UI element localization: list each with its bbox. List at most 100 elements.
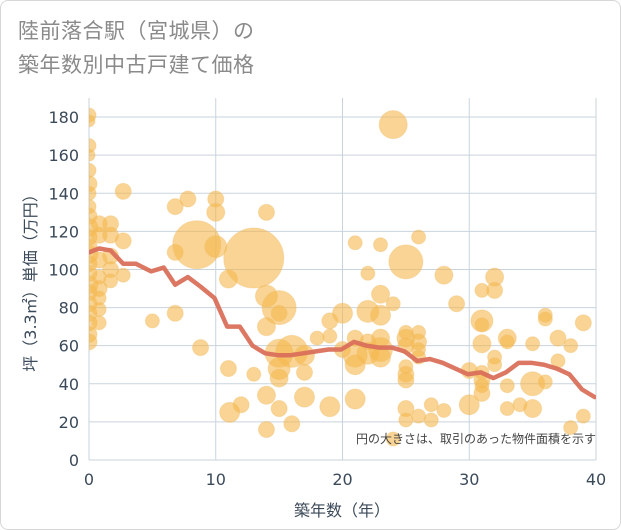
bubble-point [487,357,503,373]
bubble-point [103,273,119,289]
chart-title-line-2: 築年数別中古戸建て価格 [18,53,255,77]
bubble-point [89,162,97,178]
bubble-point [115,267,131,283]
y-tick-label: 20 [59,413,79,432]
y-axis-ticks: 0 20 40 60 80 100 120 140 160 180 [48,108,79,470]
bubble-point [219,360,237,378]
bubble-point [309,330,325,346]
y-tick-label: 160 [48,146,79,165]
bubble-point [371,284,391,304]
bubble-point [499,401,515,417]
bubble-point [89,148,96,162]
x-tick-label: 30 [459,470,479,489]
bubble-point [114,182,132,200]
bubble-point [574,314,592,332]
bubble-point [322,328,338,344]
bubble-point [283,415,301,433]
bubble-point [295,363,313,381]
chart-title: 陸前落合駅（宮城県）の 築年数別中古戸建て価格 [18,14,255,82]
bubble-point [246,366,262,382]
bubble-point [370,346,392,368]
y-axis-title: 坪（3.3㎡）単価（万円） [21,186,40,371]
bubble-point [499,334,515,350]
x-tick-label: 0 [84,470,94,489]
bubble-point [360,265,376,281]
bubble-point [332,302,353,324]
bubble-point [270,400,288,418]
bubble-point [537,374,553,390]
bubble-point [166,198,184,216]
y-tick-label: 120 [48,222,79,241]
bubble-point [411,229,427,245]
bubble-point [388,244,424,280]
y-tick-label: 0 [69,451,79,470]
y-tick-label: 100 [48,260,79,279]
bubble-point [397,371,415,389]
bubble-point [89,333,98,351]
bubble-point [89,185,97,201]
bubble-point [398,412,414,428]
bubble-point [472,334,492,354]
bubble-point [525,336,541,352]
bubble-point [549,329,567,347]
bubble-point [434,265,454,285]
bubble-point [257,203,275,221]
bubble-point [563,338,579,354]
bubble-point [378,110,408,140]
y-tick-label: 40 [59,375,79,394]
bubble-point [347,235,363,251]
bubble-point [499,378,515,394]
bubble-point [436,402,452,418]
x-axis-ticks: 0 10 20 30 40 [84,470,606,489]
bubble-point [423,397,439,413]
bubble-point [373,237,389,253]
bubble-point [370,304,392,326]
trend-line [89,246,596,400]
bubble-point [486,281,504,299]
bubble-point [257,421,275,439]
y-tick-label: 80 [59,299,79,318]
bubble-layer [89,107,592,447]
bubble-point [385,296,401,312]
x-tick-label: 40 [586,470,606,489]
bubble-point [114,232,132,250]
trend-line-layer [89,246,596,400]
bubble-size-note: 円の大きさは、取引のあった物件面積を示す [356,431,596,446]
y-tick-label: 60 [59,337,79,356]
bubble-point [192,339,210,357]
bubble-point [223,227,285,289]
bubble-point [269,368,289,388]
bubble-point [293,386,315,408]
bubble-point [319,396,341,418]
bubble-point [204,235,228,259]
x-tick-label: 20 [332,470,352,489]
bubble-point [256,385,276,405]
bubble-point [385,431,401,447]
bubble-point [411,408,427,424]
bubble-point [523,399,543,419]
bubble-point [232,396,250,414]
chart-title-line-1: 陸前落合駅（宮城県）の [18,19,255,43]
bubble-point [89,114,96,128]
bubble-point [423,412,439,428]
bubble-point [91,315,107,331]
bubble-point [458,394,480,416]
x-tick-label: 10 [206,470,226,489]
y-tick-label: 140 [48,184,79,203]
bubble-point [179,190,197,208]
x-axis-title: 築年数（年） [294,501,390,520]
y-tick-label: 180 [48,108,79,127]
bubble-point [91,301,107,317]
bubble-point [474,317,490,333]
bubble-point [575,408,591,424]
bubble-point [166,304,184,322]
bubble-point [206,202,226,222]
bubble-point [270,304,288,322]
bubble-point [344,388,366,410]
bubble-point [473,384,491,402]
bubble-point [144,313,160,329]
bubble-point [537,311,553,327]
bubble-point [89,138,97,154]
bubble-point [563,420,579,436]
